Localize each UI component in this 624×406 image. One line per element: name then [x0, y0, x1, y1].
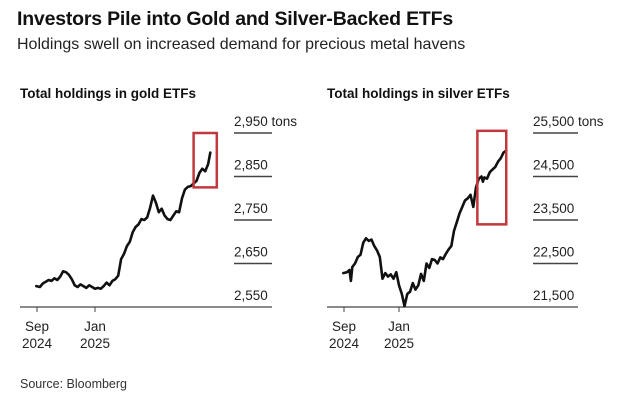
- silver-x-tick-label-month: Sep: [332, 319, 356, 334]
- silver-x-tick-label-month: Jan: [388, 319, 410, 334]
- silver-highlight-box: [476, 129, 508, 226]
- silver-y-tick-label: 24,500: [533, 158, 574, 173]
- gold-y-tick-label: 2,950 tons: [234, 114, 297, 129]
- silver-holdings-line: [341, 149, 508, 308]
- silver-y-tick-label: 25,500 tons: [533, 114, 604, 129]
- silver-y-tick-label: 22,500: [533, 245, 574, 260]
- gold-x-tick-label-year: 2024: [22, 336, 53, 351]
- page-subtitle: Holdings swell on increased demand for p…: [17, 36, 466, 53]
- gold-x-tick-label-month: Sep: [25, 319, 49, 334]
- gold-y-tick-label: 2,850: [234, 158, 268, 173]
- silver-chart-title: Total holdings in silver ETFs: [327, 86, 510, 101]
- gold-highlight-box: [192, 131, 219, 189]
- gold-holdings-line: [34, 151, 212, 291]
- gold-chart-title: Total holdings in gold ETFs: [20, 86, 196, 101]
- silver-y-tick-label: 21,500: [533, 288, 574, 303]
- silver-y-tick-label: 23,500: [533, 201, 574, 216]
- gold-x-tick-label-year: 2025: [80, 336, 110, 351]
- silver-x-tick-label-year: 2024: [329, 336, 360, 351]
- silver-x-tick-label-year: 2025: [384, 336, 414, 351]
- gold-y-tick-label: 2,750: [234, 201, 268, 216]
- gold-x-tick-label-month: Jan: [84, 319, 106, 334]
- gold-y-tick-label: 2,650: [234, 245, 268, 260]
- gold-y-tick-label: 2,550: [234, 288, 268, 303]
- page-title: Investors Pile into Gold and Silver-Back…: [17, 8, 453, 30]
- source-note: Source: Bloomberg: [20, 377, 128, 391]
